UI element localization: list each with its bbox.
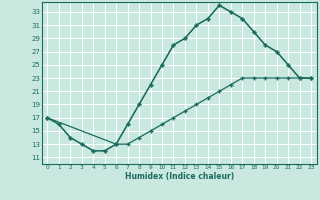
X-axis label: Humidex (Indice chaleur): Humidex (Indice chaleur) xyxy=(124,172,234,181)
